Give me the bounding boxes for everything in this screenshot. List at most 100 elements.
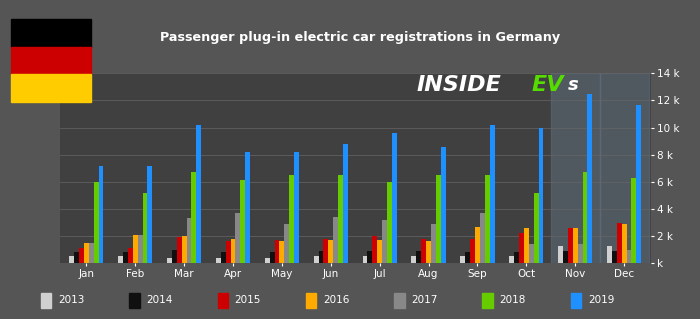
Bar: [382, 220, 387, 263]
Bar: [89, 243, 94, 263]
Bar: [426, 241, 431, 263]
Text: INSIDE: INSIDE: [416, 75, 501, 94]
Text: Passenger plug-in electric car registrations in Germany: Passenger plug-in electric car registrat…: [160, 31, 561, 44]
Bar: [235, 213, 240, 263]
Bar: [328, 240, 333, 263]
Text: 2017: 2017: [411, 295, 438, 305]
Bar: [470, 239, 475, 263]
Bar: [182, 236, 187, 263]
Bar: [148, 166, 153, 263]
Bar: [333, 217, 338, 263]
Bar: [123, 252, 128, 263]
Bar: [394, 293, 405, 308]
Bar: [94, 182, 99, 263]
Bar: [10, 19, 91, 47]
Bar: [192, 172, 197, 263]
Bar: [343, 144, 348, 263]
Bar: [466, 252, 470, 263]
Bar: [436, 175, 441, 263]
Bar: [74, 252, 79, 263]
Text: 2018: 2018: [500, 295, 526, 305]
Bar: [274, 240, 279, 263]
Bar: [490, 125, 495, 263]
Bar: [265, 258, 270, 263]
Bar: [524, 228, 528, 263]
Bar: [475, 226, 480, 263]
Bar: [631, 178, 636, 263]
Bar: [538, 128, 543, 263]
Bar: [130, 293, 139, 308]
Bar: [607, 246, 612, 263]
Bar: [240, 181, 245, 263]
Bar: [636, 105, 641, 263]
Bar: [177, 237, 182, 263]
Bar: [480, 213, 485, 263]
Bar: [99, 166, 104, 263]
Bar: [573, 228, 577, 263]
Text: EV: EV: [532, 75, 564, 94]
Bar: [167, 258, 172, 263]
Text: 2019: 2019: [588, 295, 614, 305]
Bar: [421, 239, 426, 263]
Bar: [568, 228, 573, 263]
Bar: [318, 251, 323, 263]
Text: 2013: 2013: [58, 295, 84, 305]
Bar: [363, 256, 368, 263]
Bar: [622, 224, 626, 263]
Bar: [216, 258, 220, 263]
Bar: [563, 251, 568, 263]
Bar: [10, 47, 91, 74]
Bar: [294, 152, 299, 263]
Bar: [187, 219, 192, 263]
Bar: [368, 251, 372, 263]
Bar: [218, 293, 228, 308]
Bar: [509, 256, 514, 263]
Bar: [392, 133, 397, 263]
Bar: [220, 252, 225, 263]
Bar: [431, 224, 436, 263]
Bar: [600, 73, 649, 263]
Bar: [558, 246, 563, 263]
Bar: [519, 234, 524, 263]
Bar: [118, 256, 123, 263]
Bar: [461, 256, 466, 263]
Bar: [69, 256, 74, 263]
Bar: [84, 243, 89, 263]
Bar: [338, 175, 343, 263]
Bar: [551, 73, 600, 263]
Bar: [10, 74, 91, 102]
Bar: [270, 252, 274, 263]
Bar: [138, 235, 143, 263]
Bar: [533, 193, 538, 263]
Bar: [485, 175, 490, 263]
Bar: [587, 94, 592, 263]
Bar: [323, 239, 328, 263]
Bar: [528, 244, 533, 263]
Bar: [306, 293, 316, 308]
Bar: [314, 256, 318, 263]
Text: 2014: 2014: [146, 295, 173, 305]
Bar: [387, 182, 392, 263]
Bar: [79, 248, 84, 263]
Bar: [289, 175, 294, 263]
Bar: [582, 172, 587, 263]
Bar: [133, 235, 138, 263]
Text: 2015: 2015: [234, 295, 261, 305]
Bar: [245, 152, 250, 263]
Bar: [197, 125, 202, 263]
Bar: [514, 252, 519, 263]
Bar: [412, 256, 416, 263]
Bar: [441, 147, 446, 263]
Bar: [279, 241, 284, 263]
Bar: [225, 241, 230, 263]
Bar: [230, 239, 235, 263]
Bar: [570, 293, 581, 308]
Text: s: s: [568, 76, 578, 93]
Bar: [128, 248, 133, 263]
Text: 2016: 2016: [323, 295, 349, 305]
Bar: [626, 249, 631, 263]
Bar: [172, 249, 177, 263]
Bar: [482, 293, 493, 308]
Bar: [284, 224, 289, 263]
Bar: [617, 223, 622, 263]
